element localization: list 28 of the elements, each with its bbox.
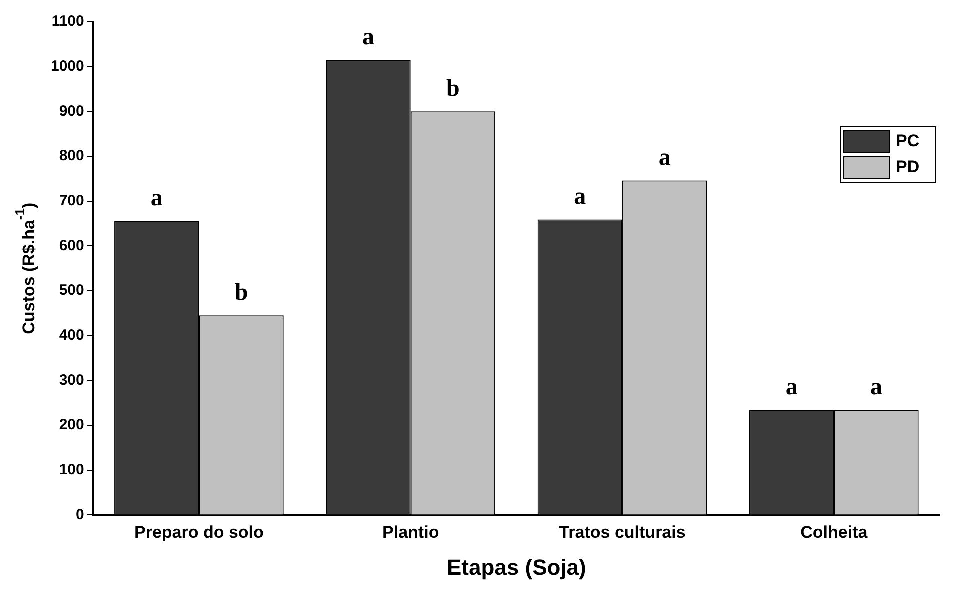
data-label: a [658,144,671,171]
y-tick-label: 700 [59,192,84,210]
x-axis-title: Etapas (Soja) [446,554,586,580]
data-label: a [150,186,163,212]
data-label: a [362,24,375,50]
legend-label: PC [896,132,920,151]
y-tick-label: 1000 [50,58,84,75]
y-tick-label: 300 [59,372,84,389]
y-tick-label: 1100 [52,13,84,30]
x-tick-label: Colheita [800,523,868,542]
x-tick-label: Preparo do solo [134,523,264,542]
x-tick-label: Tratos culturais [559,523,686,542]
y-tick-label: 900 [59,102,84,120]
y-tick-label: 500 [59,282,84,300]
y-tick-label: 400 [59,326,84,344]
y-tick-label: 0 [76,506,84,524]
x-tick-label: Plantio [382,523,440,542]
legend-label: PD [896,158,920,177]
y-tick-label: 100 [59,462,84,479]
data-label: a [870,374,883,400]
data-label: a [574,184,586,210]
data-label: b [234,280,248,306]
data-label: b [446,76,460,102]
y-axis-title: Custos (R$.ha-1) [12,202,39,334]
y-tick-label: 600 [59,237,84,254]
data-label: a [786,374,798,400]
y-tick-label: 200 [59,416,84,434]
y-tick-label: 800 [59,148,84,165]
